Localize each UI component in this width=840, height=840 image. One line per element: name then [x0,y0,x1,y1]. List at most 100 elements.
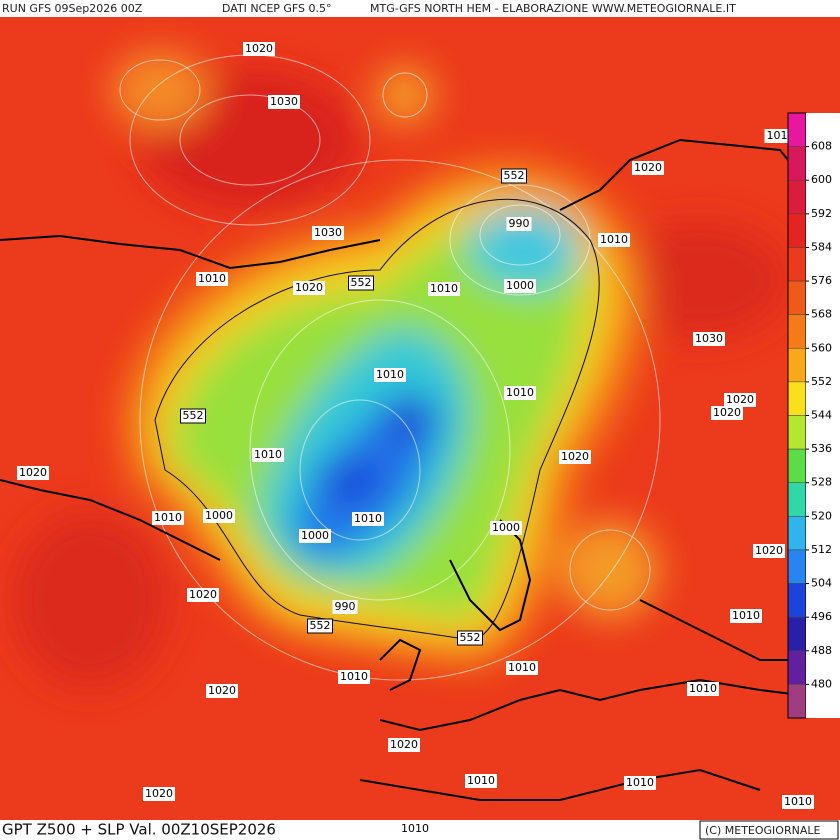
colorbar-band [787,314,807,349]
contour-label-box [17,466,49,480]
contour-label-box [203,509,235,523]
contour-label: 552 [351,276,372,289]
colorbar-band [787,549,807,584]
contour-label: 1010 [467,774,495,787]
contour-label-box [143,787,175,801]
colorbar-band [787,616,807,652]
contour-label: 1010 [401,822,429,835]
colorbar-band [787,482,807,517]
colorbar-band [787,448,807,483]
colorbar-label: 520 [811,509,832,522]
contour-label-box [374,368,406,382]
colorbar-label: 592 [811,207,832,220]
contour-label: 1010 [154,511,182,524]
contour-label: 552 [460,631,481,644]
contour-label-box [293,281,325,295]
contour-label-box [196,272,228,286]
contour-label-box [299,529,331,543]
contour-label: 552 [183,409,204,422]
colorbar-label: 528 [811,476,832,489]
contour-label: 1010 [198,272,226,285]
contour-label: 1010 [626,776,654,789]
contour-label: 1010 [689,682,717,695]
header-source: DATI NCEP GFS 0.5° [222,2,332,15]
contour-label: 1010 [254,448,282,461]
contour-label: 1030 [314,226,342,239]
contour-label-box [465,774,497,788]
contour-label-box [457,630,483,646]
contour-label: 1030 [695,332,723,345]
copyright-box [699,820,839,840]
colorbar-band [787,146,807,181]
contour-label: 1010 [340,670,368,683]
header-run: RUN GFS 09Sep2026 00Z [2,2,143,15]
colorbar-label: 584 [811,240,832,253]
contour-label-box [180,408,206,424]
colorbar-label: 512 [811,543,832,556]
contour-label-box [506,217,532,231]
contour-label-box [490,521,522,535]
contour-label-box [152,511,184,525]
colorbar-label: 568 [811,308,832,321]
contour-label: 1000 [301,529,329,542]
contour-label-box [632,161,664,175]
contour-552 [154,198,600,641]
contour-label-box [307,618,333,634]
contour-label-box [782,795,814,809]
contour-label-box [312,226,344,240]
contour-label-box [243,42,275,56]
contour-label-box [501,168,527,184]
colorbar-label: 488 [811,644,832,657]
footer-copyright: (C) METEOGIORNALE [705,824,820,837]
colorbar-label: 608 [811,140,832,153]
contour-label: 1010 [430,282,458,295]
colorbar-band [787,381,807,416]
colorbar-band [787,280,807,315]
contour-label-box [268,95,300,109]
contour-label: 990 [335,600,356,613]
contour-label: 1020 [189,588,217,601]
contour-label-box [338,670,370,684]
contour-label: 1020 [145,787,173,800]
coastlines [0,138,840,801]
contour-label-box [399,822,431,836]
contour-label: 1020 [245,42,273,55]
colorbar-band [787,516,807,551]
contour-label-box [332,600,358,614]
contour-label-box [693,332,725,346]
contour-label: 1010 [732,609,760,622]
colorbar-band [787,247,807,282]
contour-label: 1020 [208,684,236,697]
colorbar-band [787,415,807,450]
contour-label: 1020 [19,466,47,479]
colorbar-band [787,684,807,719]
isobars [119,54,661,681]
header-band [0,0,840,17]
colorbar-label: 600 [811,173,832,186]
contour-label: 1020 [390,738,418,751]
contour-label-box [252,448,284,462]
contour-label-box [206,684,238,698]
colorbar-label: 576 [811,274,832,287]
contour-label: 1010 [506,386,534,399]
contour-label-box [724,393,756,407]
colorbar-label: 552 [811,375,832,388]
colorbar-label-bg [806,113,840,718]
contour-label-box [764,129,790,143]
contour-label-box [428,282,460,296]
contour-label-box [187,588,219,602]
contour-label: 1000 [506,279,534,292]
colorbar-band [787,213,807,248]
colorbar-label: 480 [811,677,832,690]
contour-label-box [504,386,536,400]
footer-title: GPT Z500 + SLP Val. 00Z10SEP2026 [2,821,276,839]
contour-label: 1020 [634,161,662,174]
contour-label: 1010 [354,512,382,525]
contour-label-box [598,233,630,247]
contour-label: 1010 [600,233,628,246]
colorbar-band [787,650,807,685]
contour-label: 552 [504,169,525,182]
contour-label: 101 [767,129,788,142]
contour-label-box [388,738,420,752]
